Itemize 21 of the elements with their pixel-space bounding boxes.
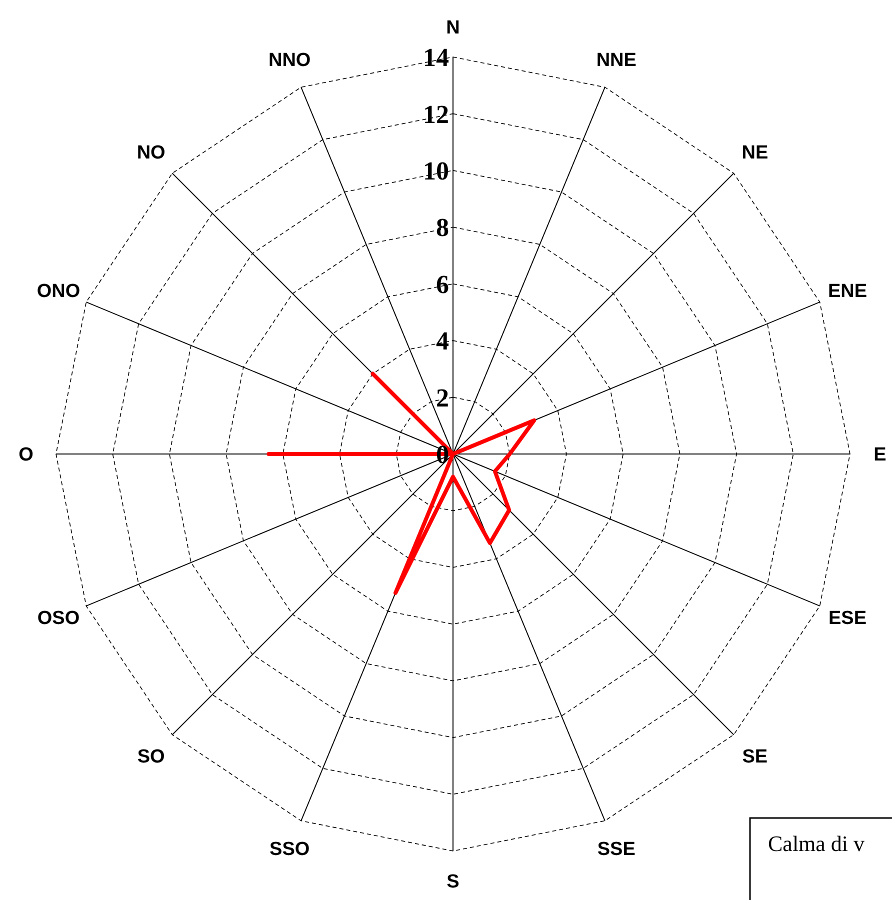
y-tick-label: 2: [436, 383, 449, 412]
y-tick-label: 6: [436, 270, 449, 299]
spoke-label: S: [446, 872, 460, 893]
spoke-label: ESE: [828, 608, 867, 630]
spoke-label: O: [18, 444, 34, 466]
spoke-label: ONO: [36, 281, 80, 302]
spoke-label: ENE: [828, 281, 868, 302]
spoke-label: NNO: [268, 50, 311, 72]
spoke-label: SO: [137, 746, 165, 768]
spoke-label: SSO: [270, 839, 310, 860]
y-tick-label: 12: [423, 100, 449, 129]
spoke-label: SSE: [597, 839, 636, 860]
spoke-label: N: [446, 18, 460, 39]
y-tick-label: 10: [423, 156, 449, 186]
spoke-label: E: [874, 444, 886, 466]
spoke-label: NO: [136, 142, 166, 164]
spoke-label: NE: [742, 142, 768, 164]
spoke-label: NNE: [596, 50, 636, 72]
spoke-label: OSO: [37, 608, 80, 630]
text: Calma di v: [768, 831, 865, 856]
spoke-label: SE: [742, 746, 768, 768]
